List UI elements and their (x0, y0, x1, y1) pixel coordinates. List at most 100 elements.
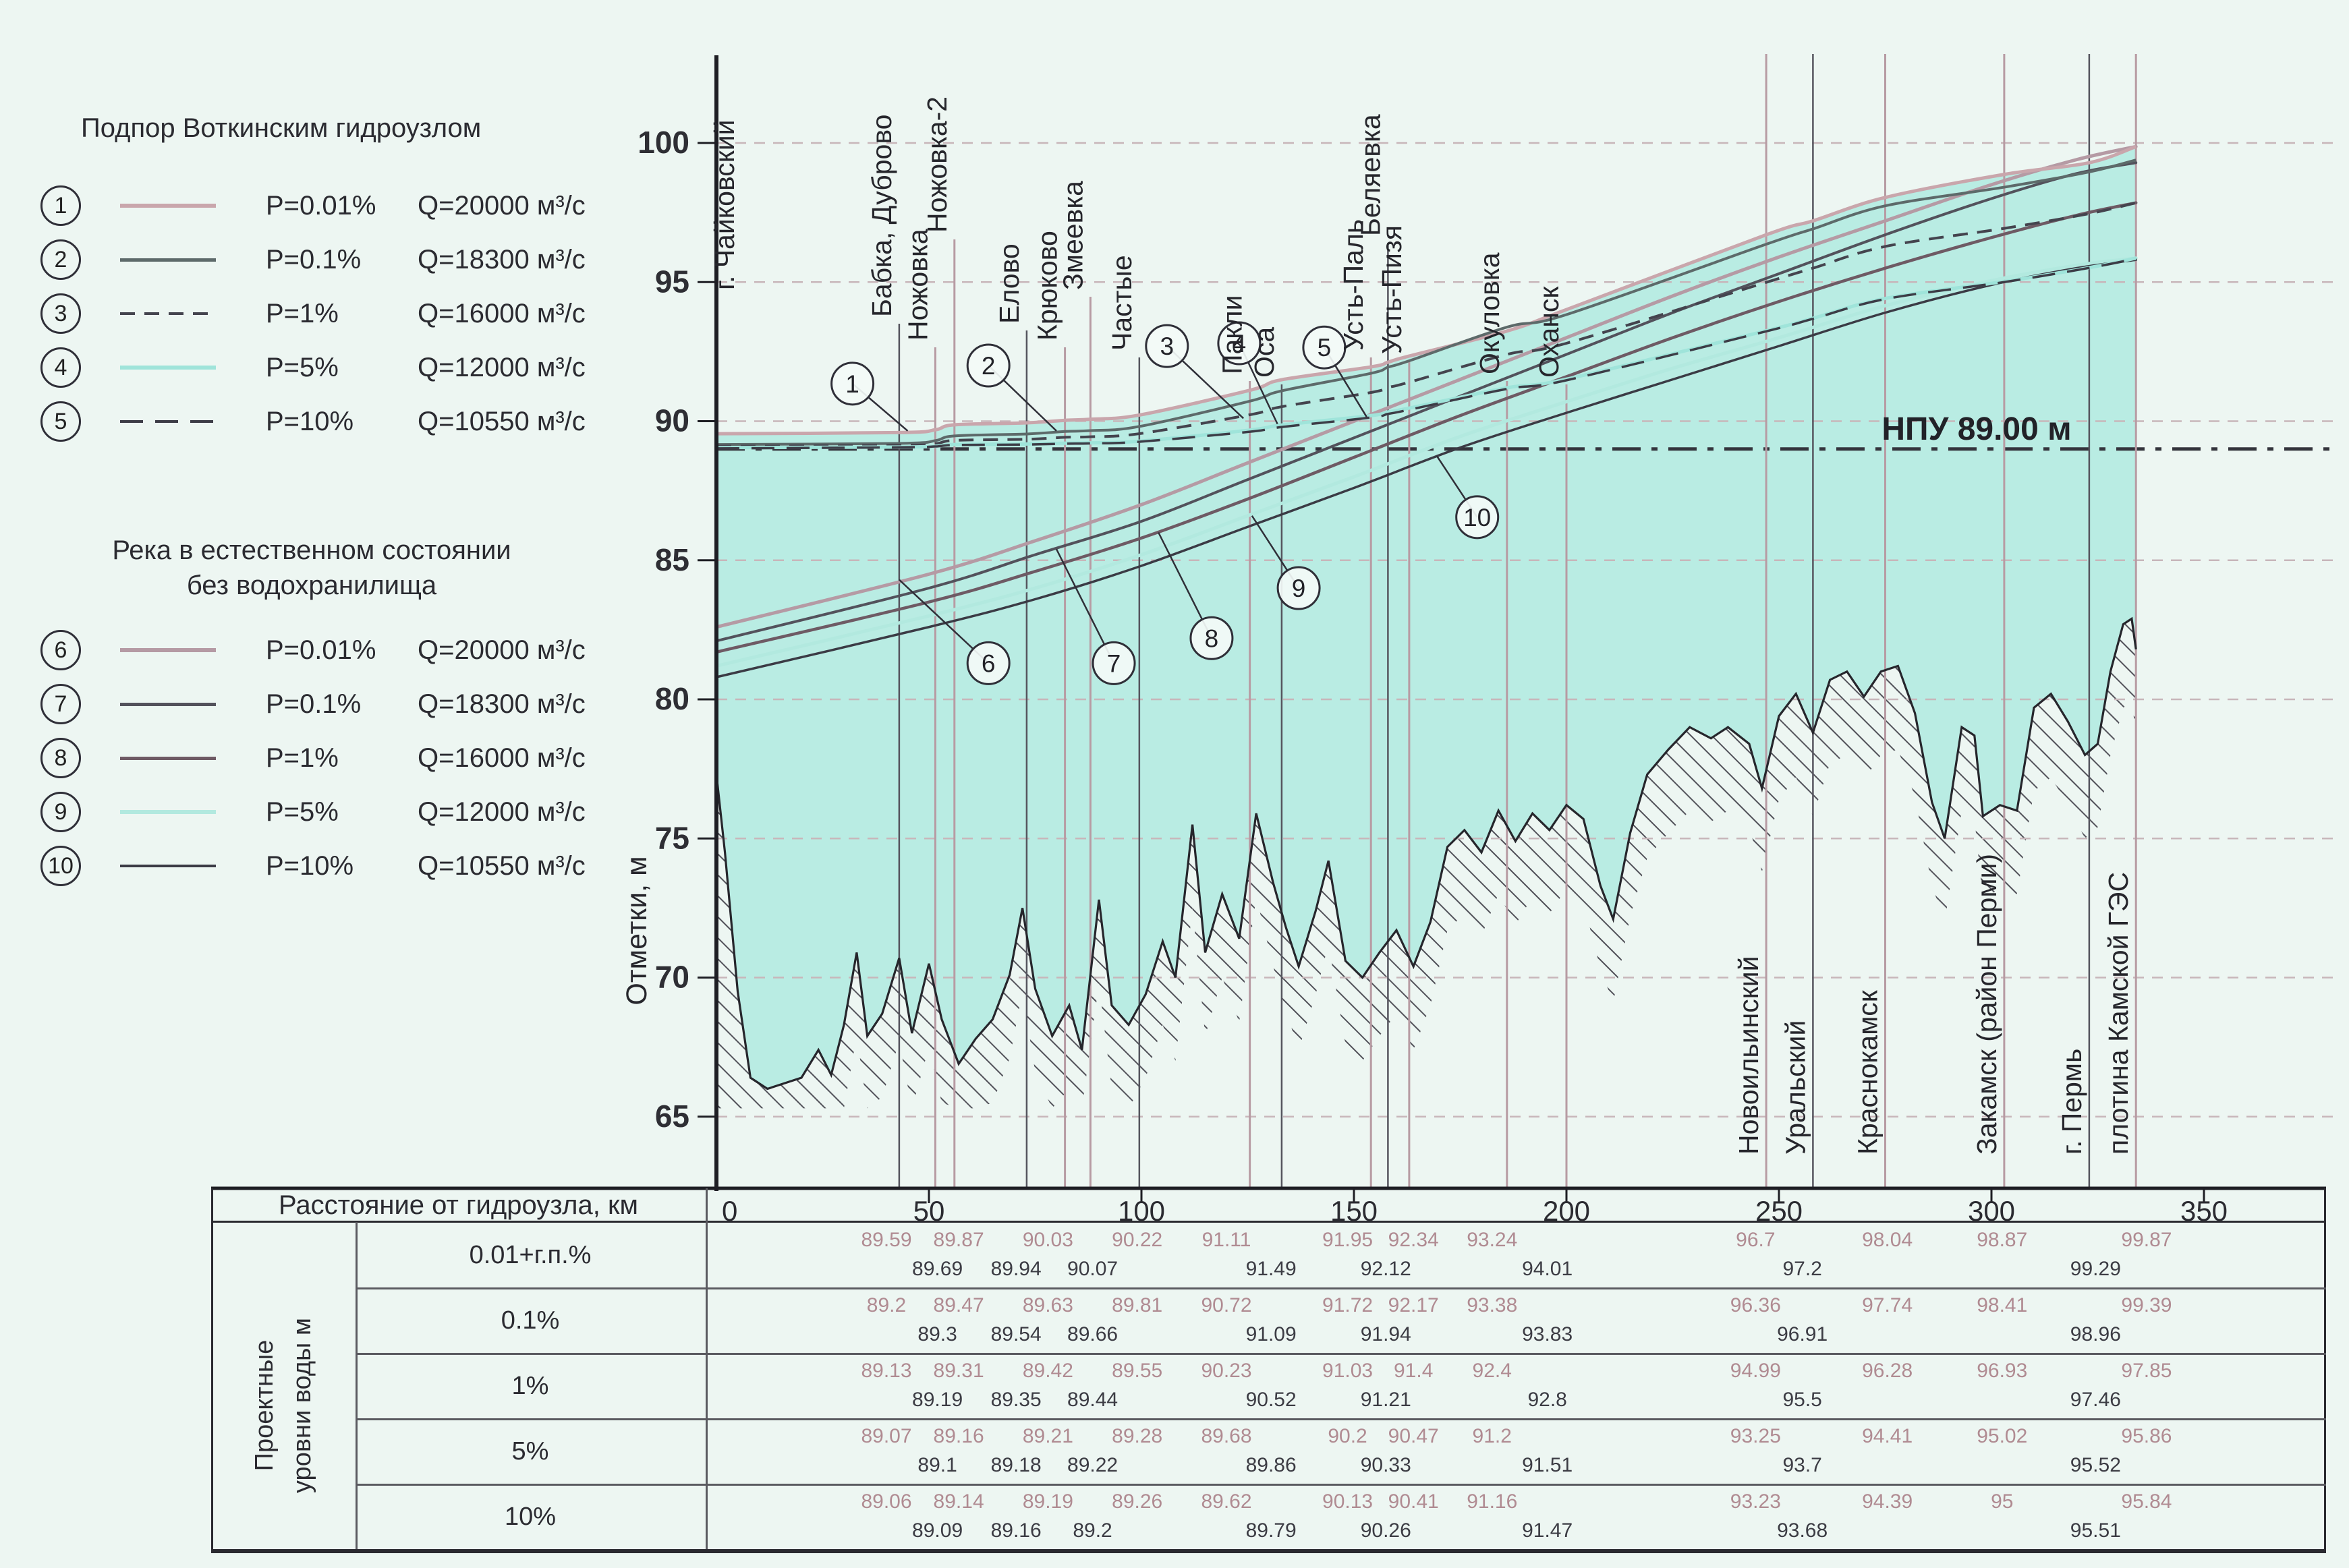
legend-item-p: P=5% (266, 796, 339, 827)
curve-natural-8 (714, 201, 2138, 654)
table-value-pink: 90.13 (1322, 1490, 1374, 1513)
x-axis-value-350: 350 (2180, 1195, 2228, 1227)
legend-item-number-10: 10 (40, 846, 81, 886)
station-label: Частые (1106, 255, 1137, 351)
table-row-separator (356, 1418, 2326, 1420)
table-value-pink: 93.25 (1730, 1425, 1781, 1447)
legend-line-sample-4 (120, 366, 216, 370)
legend-line-sample-9 (120, 810, 216, 814)
station-label: плотина Камской ГЭС (2103, 872, 2134, 1155)
table-header-label: Расстояние от гидроузла, км (279, 1190, 638, 1220)
table-value-pink: 96.7 (1736, 1229, 1776, 1251)
annotation-number-2: 2 (982, 352, 996, 380)
table-value-pink: 99.39 (2121, 1294, 2172, 1316)
legend-line-sample-5 (120, 420, 216, 423)
table-value-pink: 89.26 (1112, 1490, 1163, 1513)
table-value-dark: 90.33 (1360, 1454, 1411, 1476)
legend-item-q: Q=16000 м³/с (418, 298, 586, 328)
legend-item-q: Q=16000 м³/с (418, 743, 586, 773)
legend-item-7: 7 P=0.1% Q=18300 м³/с (35, 677, 642, 731)
legend-line-sample-10 (120, 865, 216, 867)
table-side-label-line2: уровни воды м (288, 1317, 316, 1494)
table-value-pink: 91.11 (1201, 1229, 1251, 1251)
curve-natural-7 (715, 161, 2138, 643)
legend-item-p: P=1% (266, 298, 339, 328)
table-value-pink: 89.16 (933, 1425, 984, 1447)
table-value-pink: 90.2 (1328, 1425, 1367, 1447)
legend-item-p: P=10% (266, 850, 354, 881)
legend-item-text-6: P=0.01% Q=20000 м³/с (246, 635, 586, 666)
table-value-dark: 91.51 (1522, 1454, 1573, 1476)
table-value-pink: 97.85 (2121, 1360, 2172, 1382)
legend-item-3: 3 P=1% Q=16000 м³/с (35, 287, 642, 341)
legend-item-number-9: 9 (40, 792, 81, 832)
station-label: Новоильинский (1733, 956, 1764, 1155)
table-row-label-3: 5% (511, 1437, 549, 1465)
table-value-dark: 91.21 (1360, 1389, 1411, 1411)
table-value-pink: 91.2 (1472, 1425, 1512, 1447)
table-value-pink: 90.47 (1388, 1425, 1439, 1447)
station-label: Усть-Паль (1338, 219, 1369, 351)
curve-backwater-2 (716, 158, 2136, 446)
table-row-label-0: 0.01+г.п.% (469, 1241, 592, 1269)
legend-item-q: Q=18300 м³/с (418, 689, 586, 719)
table-value-dark: 89.22 (1067, 1454, 1119, 1476)
y-tick-label-85: 85 (655, 542, 689, 577)
station-label: Оханск (1533, 286, 1564, 378)
table-value-dark: 91.94 (1360, 1323, 1411, 1345)
table-value-pink: 89.13 (861, 1360, 912, 1382)
table-row-label-2: 1% (511, 1372, 549, 1400)
table-value-dark: 89.94 (990, 1258, 1042, 1280)
table-value-dark: 90.07 (1067, 1258, 1119, 1280)
table-value-pink: 93.23 (1730, 1490, 1781, 1513)
table-value-pink: 91.03 (1322, 1360, 1374, 1382)
legend-item-number-2: 2 (40, 239, 81, 280)
table-value-pink: 91.16 (1467, 1490, 1518, 1513)
legend-line-sample-6 (120, 648, 216, 652)
annotation-circle-5 (1302, 325, 1347, 370)
annotation-number-5: 5 (1318, 334, 1332, 361)
table-value-pink: 95.02 (1977, 1425, 2028, 1447)
table-value-dark: 89.35 (990, 1389, 1042, 1411)
table-value-dark: 94.01 (1522, 1258, 1573, 1280)
table-border-label-col (356, 1222, 358, 1549)
table-value-pink: 90.22 (1112, 1229, 1163, 1251)
x-axis-value-100: 100 (1117, 1195, 1166, 1227)
legend-item-q: Q=20000 м³/с (418, 635, 586, 665)
legend-line-sample-1 (120, 204, 216, 208)
station-label: Змеевка (1057, 181, 1088, 290)
table-value-pink: 89.62 (1201, 1490, 1252, 1513)
station-label: Елово (994, 243, 1025, 324)
table-value-dark: 93.68 (1777, 1519, 1828, 1542)
table-value-dark: 96.91 (1777, 1323, 1828, 1345)
annotation-circle-2 (966, 343, 1011, 388)
legend-natural: Река в естественном состоянии без водохр… (35, 533, 642, 893)
station-label: Закамск (район Перми) (1971, 854, 2002, 1155)
table-value-dark: 92.8 (1527, 1389, 1567, 1411)
table-value-dark: 89.69 (912, 1258, 963, 1280)
table-value-pink: 94.39 (1862, 1490, 1913, 1513)
x-axis-value-150: 150 (1330, 1195, 1378, 1227)
station-label: г. Пермь (2056, 1049, 2087, 1155)
table-row-label-4: 10% (504, 1503, 557, 1531)
table-value-pink: 89.87 (933, 1229, 984, 1251)
table-value-pink: 89.19 (1022, 1490, 1073, 1513)
y-tick-label-90: 90 (655, 403, 689, 438)
legend-item-p: P=5% (266, 352, 339, 382)
legend-item-p: P=0.01% (266, 190, 376, 221)
table-value-dark: 89.1 (917, 1454, 957, 1476)
legend-item-5: 5 P=10% Q=10550 м³/с (35, 395, 642, 448)
legend-natural-title-line2: без водохранилища (186, 571, 437, 600)
table-value-dark: 89.3 (917, 1323, 957, 1345)
table-value-pink: 89.31 (933, 1360, 984, 1382)
table-row-separator (356, 1484, 2326, 1486)
y-axis-title: Отметки, м (621, 856, 653, 1005)
curve-backwater-3 (716, 201, 2136, 448)
table-value-dark: 89.2 (1073, 1519, 1112, 1542)
legend-item-text-3: P=1% Q=16000 м³/с (246, 299, 586, 329)
table-value-pink: 98.87 (1977, 1229, 2028, 1251)
legend-item-number-6: 6 (40, 630, 81, 670)
table-value-pink: 95.86 (2121, 1425, 2172, 1447)
station-label: Уральский (1780, 1020, 1811, 1155)
legend-item-text-10: P=10% Q=10550 м³/с (246, 851, 586, 881)
